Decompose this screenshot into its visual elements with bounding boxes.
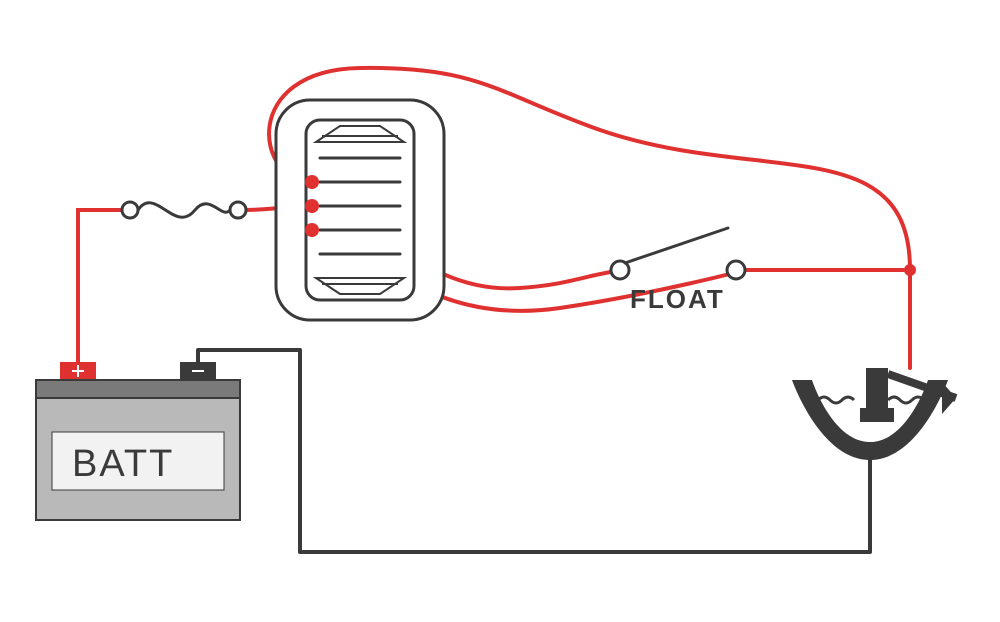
float-label: FLOAT [630, 284, 725, 314]
wire-neg-to-pump [198, 350, 870, 552]
float-switch: FLOAT [611, 228, 745, 314]
fuse-squiggle [138, 203, 230, 217]
battery: BATT [36, 362, 240, 520]
wire-pos-to-fuse [78, 210, 122, 362]
bilge-pump-icon [792, 368, 956, 460]
wire-junction [904, 264, 916, 276]
battery-label: BATT [72, 443, 174, 485]
fuse-terminal-left [122, 202, 138, 218]
wiring-diagram: FLOAT BATT [0, 0, 1000, 622]
rocker-switch [276, 100, 444, 320]
fuse-terminal-right [230, 202, 246, 218]
